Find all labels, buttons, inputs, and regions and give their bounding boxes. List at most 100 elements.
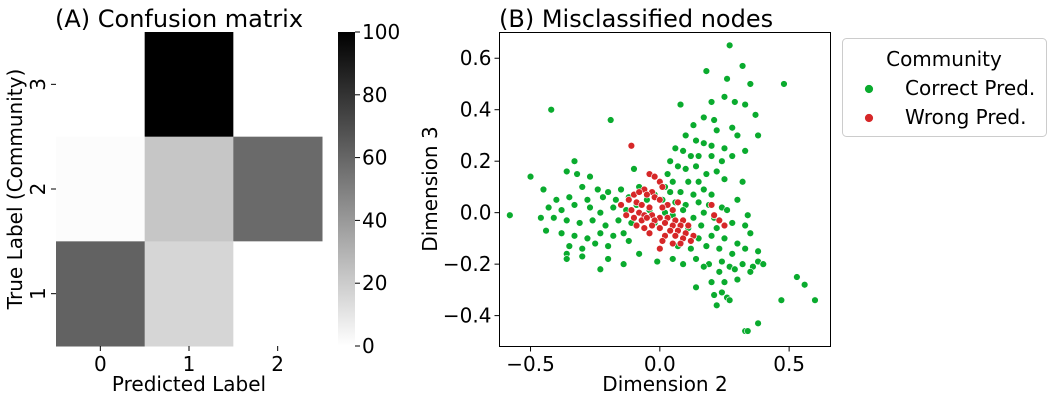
- data-point: [718, 257, 726, 266]
- legend: Community Correct Pred. Wrong Pred.: [842, 38, 1047, 137]
- data-point: [694, 198, 703, 207]
- data-point: [669, 239, 677, 248]
- data-point: [658, 203, 667, 212]
- data-point: [552, 196, 561, 204]
- data-point: [609, 203, 617, 212]
- data-point: [754, 131, 762, 140]
- data-point: [754, 247, 762, 255]
- data-point: [679, 260, 687, 268]
- data-point: [630, 214, 638, 222]
- colorbar-tick-label: 100: [362, 20, 400, 44]
- data-point: [707, 98, 716, 106]
- data-point: [720, 144, 729, 153]
- data-point: [570, 201, 579, 209]
- data-point: [612, 196, 620, 204]
- data-point: [713, 167, 721, 176]
- legend-label-correct: Correct Pred.: [905, 76, 1035, 100]
- data-point: [692, 136, 700, 145]
- data-point: [702, 242, 711, 250]
- legend-title: Community: [886, 47, 1002, 71]
- scatter-x-ticks: −0.5 0.0 0.5: [506, 346, 805, 376]
- data-point: [658, 237, 667, 245]
- data-point: [707, 278, 716, 286]
- data-point: [731, 265, 739, 273]
- data-point: [676, 188, 685, 196]
- scatter-y-tick-label: 0.6: [460, 46, 492, 70]
- data-point: [573, 170, 581, 178]
- data-point: [591, 239, 599, 248]
- data-point: [599, 193, 607, 201]
- data-point: [728, 152, 736, 160]
- data-point: [741, 147, 749, 155]
- data-point: [671, 232, 680, 240]
- data-point: [578, 244, 586, 253]
- data-point: [666, 226, 674, 235]
- data-point: [710, 116, 718, 124]
- data-point: [638, 201, 646, 209]
- data-point: [604, 188, 612, 196]
- data-point: [643, 214, 651, 222]
- data-point: [720, 93, 729, 101]
- data-point: [547, 106, 555, 114]
- heatmap-cell-r0-c1: [144, 32, 234, 138]
- data-point: [557, 206, 566, 214]
- data-point: [759, 260, 767, 268]
- data-point: [720, 175, 729, 183]
- data-point: [728, 124, 736, 132]
- data-point: [635, 250, 643, 258]
- data-point: [738, 178, 747, 186]
- scatter-panel: (B) Misclassified nodes −0.5 0.0 0.5 −0.4−…: [418, 5, 831, 396]
- data-point: [700, 113, 708, 122]
- data-point: [710, 291, 718, 299]
- colorbar-ticks: 0 20 40 60 80 100: [355, 20, 400, 358]
- data-point: [754, 319, 762, 328]
- data-point: [723, 206, 731, 214]
- heatmap-title: (A) Confusion matrix: [55, 5, 303, 33]
- scatter-x-tick-label: −0.5: [506, 352, 555, 376]
- heatmap-y-tick-label: 1: [26, 287, 50, 300]
- data-point: [583, 234, 592, 243]
- heatmap-cell-r1-c0: [56, 136, 146, 242]
- scatter-x-tick-label: 0.0: [644, 352, 676, 376]
- heatmap-cell-r1-c2: [233, 136, 323, 242]
- data-point: [526, 172, 535, 181]
- data-point: [565, 193, 574, 201]
- scatter-y-tick-label: −0.4: [443, 304, 492, 328]
- data-point: [570, 157, 579, 165]
- series-correct: [506, 41, 819, 335]
- data-point: [738, 260, 747, 268]
- heatmap-y-ticks: 3 2 1: [26, 78, 56, 300]
- data-point: [563, 255, 571, 263]
- colorbar: 0 20 40 60 80 100: [338, 20, 400, 358]
- data-point: [720, 234, 729, 243]
- data-point: [617, 185, 625, 194]
- scatter-x-tick-label: 0.5: [773, 352, 805, 376]
- colorbar-tick-label: 20: [362, 271, 387, 295]
- heatmap-x-axis-label: Predicted Label: [112, 372, 266, 396]
- scatter-y-axis-label: Dimension 3: [418, 126, 442, 251]
- data-point: [723, 75, 731, 83]
- scatter-y-tick-label: −0.2: [443, 252, 492, 276]
- data-point: [619, 260, 628, 268]
- data-point: [627, 142, 636, 150]
- data-point: [635, 188, 643, 196]
- colorbar-tick-label: 40: [362, 208, 387, 232]
- data-point: [625, 237, 633, 245]
- heatmap-cells: [56, 32, 323, 347]
- data-point: [811, 296, 819, 304]
- data-point: [640, 224, 649, 232]
- data-point: [692, 283, 700, 292]
- data-point: [661, 219, 669, 227]
- data-point: [563, 216, 571, 225]
- data-point: [702, 67, 711, 75]
- data-point: [617, 201, 625, 209]
- data-point: [689, 214, 698, 222]
- data-point: [542, 226, 550, 235]
- data-point: [632, 221, 641, 230]
- data-point: [643, 190, 651, 199]
- confusion-matrix-panel: (A) Confusion matrix 0 1 2 3 2 1 Predicted L…: [3, 5, 323, 396]
- legend-marker-wrong: [864, 113, 874, 123]
- data-point: [609, 232, 617, 240]
- data-point: [557, 229, 566, 237]
